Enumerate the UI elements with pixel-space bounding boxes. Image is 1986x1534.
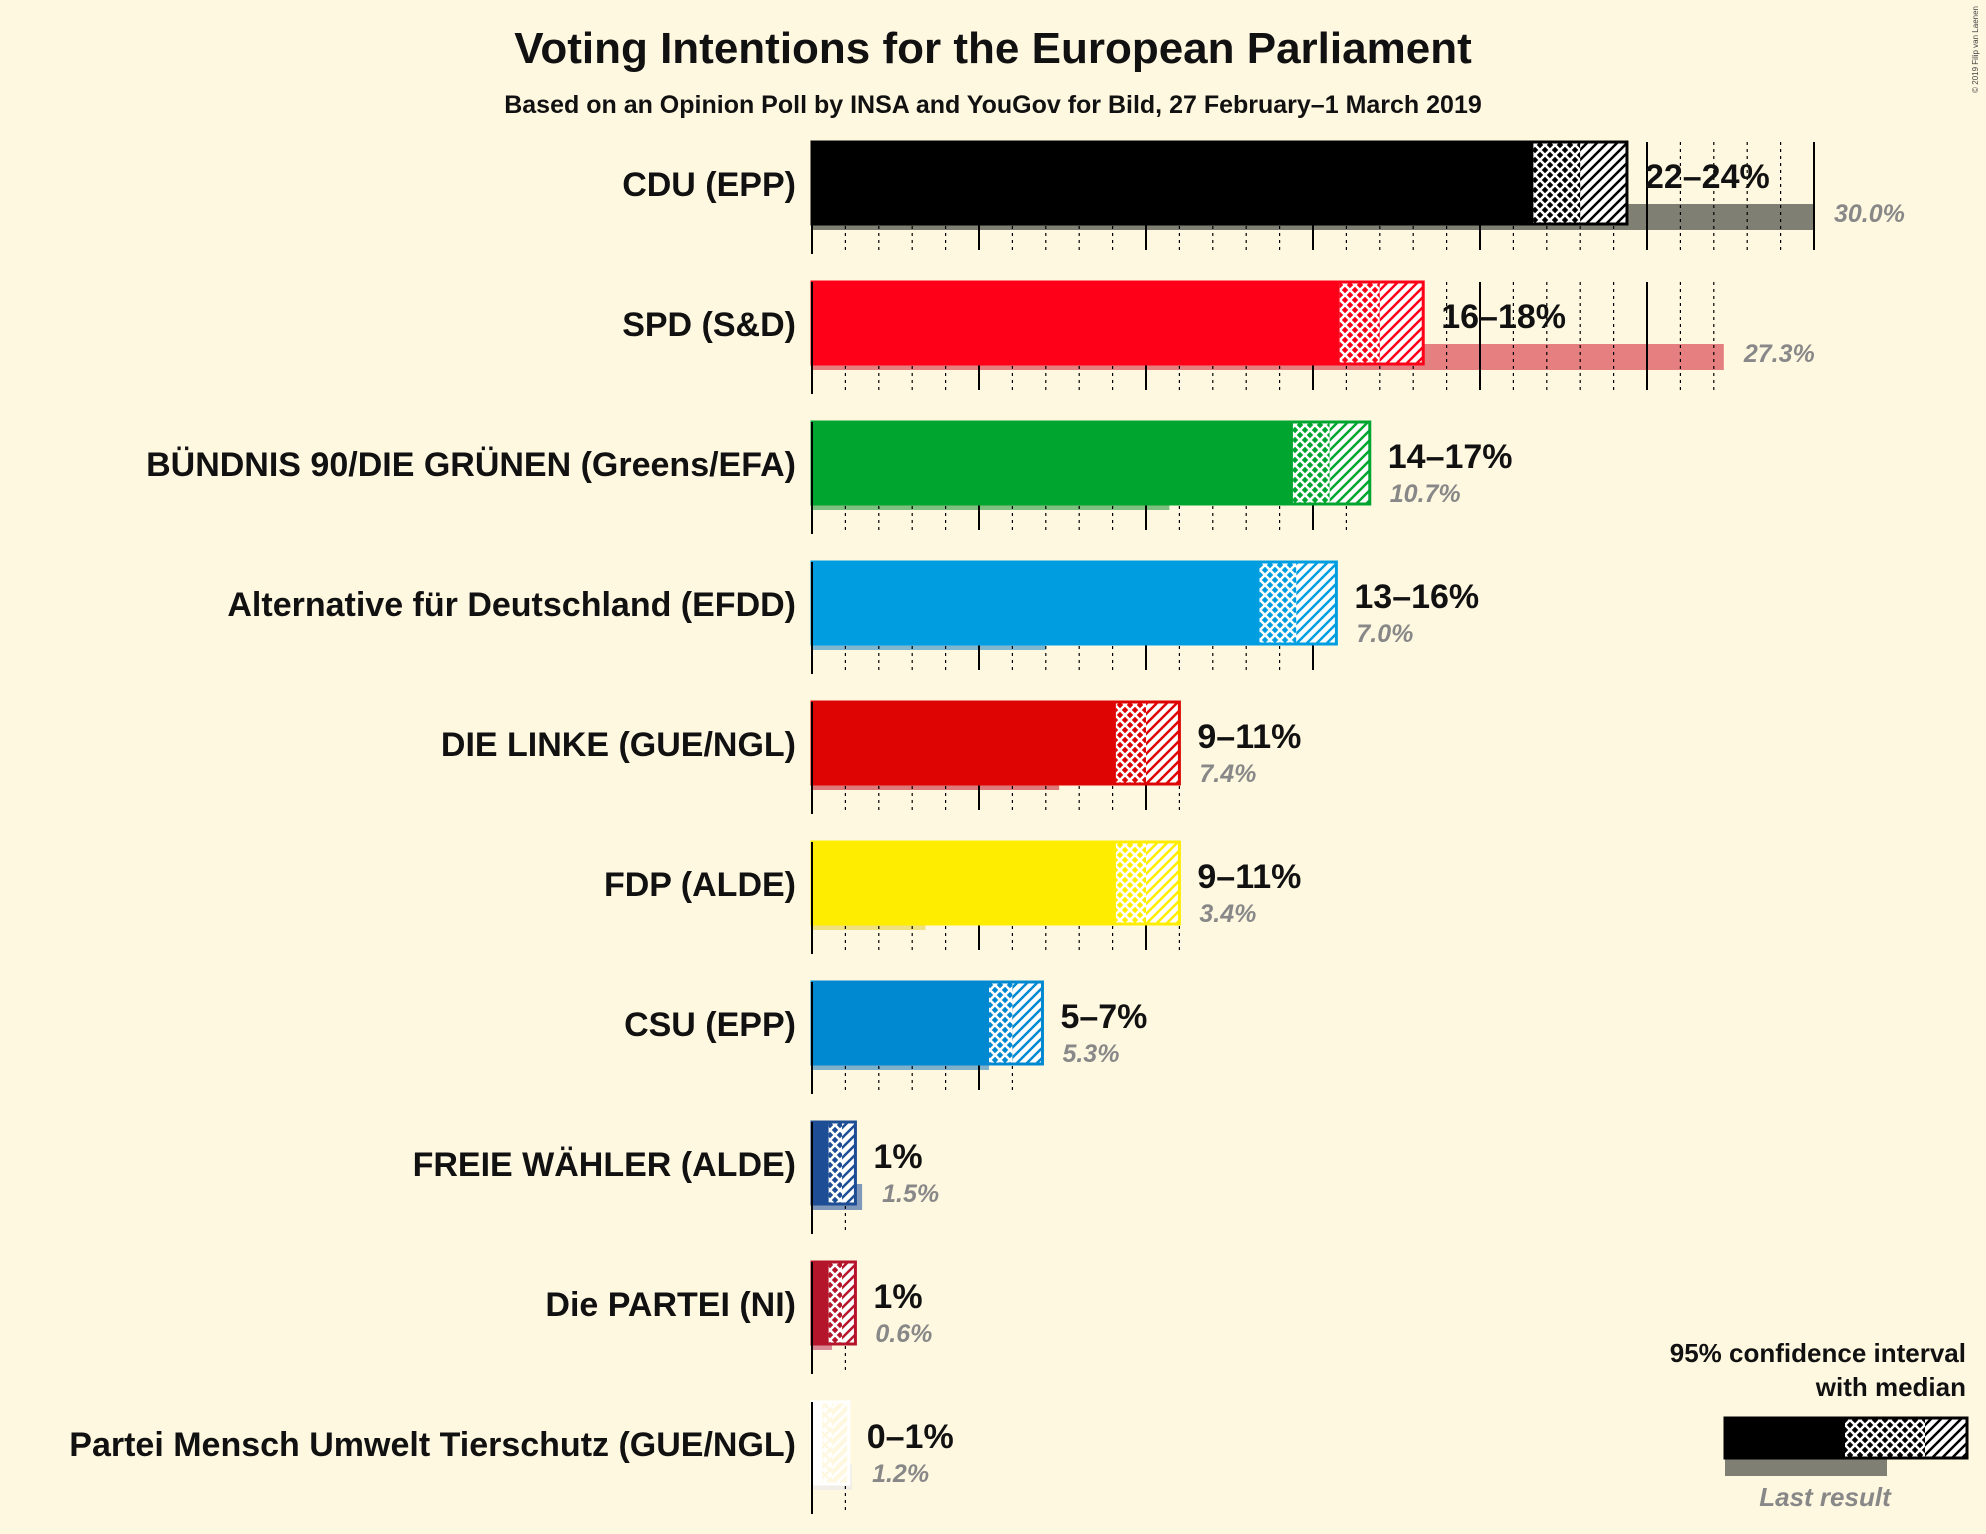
range-label: 1% bbox=[873, 1138, 922, 1176]
ci-solid-bar bbox=[812, 1122, 829, 1204]
last-result-label: 1.5% bbox=[882, 1180, 939, 1208]
ci-solid-bar bbox=[812, 702, 1116, 784]
last-result-label: 1.2% bbox=[872, 1460, 929, 1488]
last-result-label: 5.3% bbox=[1062, 1040, 1119, 1068]
ci-lower-half bbox=[828, 1262, 843, 1344]
copyright-note: © 2019 Filip van Laenen bbox=[1971, 6, 1980, 93]
ci-upper-half bbox=[1146, 702, 1180, 784]
legend-bar-outline bbox=[1723, 1416, 1969, 1460]
range-label: 1% bbox=[873, 1278, 922, 1316]
party-label: FREIE WÄHLER (ALDE) bbox=[413, 1146, 796, 1184]
range-label: 5–7% bbox=[1060, 998, 1147, 1036]
last-result-label: 27.3% bbox=[1743, 340, 1815, 368]
bars-group: CDU (EPP) 22–24% 30.0% SPD (S&D) 16–18% 27.3%… bbox=[69, 140, 1905, 1514]
ci-upper-half bbox=[1146, 842, 1180, 924]
chart-title: Voting Intentions for the European Parli… bbox=[514, 24, 1472, 73]
ci-lower-half bbox=[822, 1402, 833, 1484]
party-label: DIE LINKE (GUE/NGL) bbox=[441, 726, 796, 764]
party-row: Die PARTEI (NI) 1% 0.6% bbox=[545, 1260, 932, 1374]
party-row: FDP (ALDE) 9–11% 3.4% bbox=[604, 840, 1301, 954]
ci-solid-bar bbox=[812, 1402, 823, 1484]
party-row: CDU (EPP) 22–24% 30.0% bbox=[622, 140, 1905, 254]
legend-bar-hatch bbox=[1925, 1418, 1967, 1458]
range-label: 16–18% bbox=[1441, 298, 1566, 336]
party-label: Die PARTEI (NI) bbox=[545, 1286, 796, 1324]
range-label: 0–1% bbox=[867, 1418, 954, 1456]
ci-upper-half bbox=[1296, 562, 1337, 644]
ci-solid-bar bbox=[812, 842, 1116, 924]
range-label: 13–16% bbox=[1354, 578, 1479, 616]
ci-solid-bar bbox=[812, 562, 1260, 644]
ci-solid-bar bbox=[812, 142, 1534, 224]
range-label: 9–11% bbox=[1197, 858, 1301, 896]
last-result-label: 0.6% bbox=[875, 1320, 932, 1348]
ci-solid-bar bbox=[812, 982, 990, 1064]
legend: 95% confidence interval with median Last… bbox=[1670, 1338, 1969, 1512]
range-label: 9–11% bbox=[1197, 718, 1301, 756]
party-label: Partei Mensch Umwelt Tierschutz (GUE/NGL… bbox=[69, 1426, 796, 1464]
ci-upper-half bbox=[1012, 982, 1043, 1064]
legend-line1: 95% confidence interval bbox=[1670, 1338, 1966, 1368]
ci-upper-half bbox=[842, 1262, 856, 1344]
party-label: CSU (EPP) bbox=[624, 1006, 796, 1044]
ci-solid-bar bbox=[812, 422, 1293, 504]
last-result-label: 10.7% bbox=[1390, 480, 1461, 508]
ci-lower-half bbox=[1115, 702, 1146, 784]
ci-lower-half bbox=[1292, 422, 1330, 504]
last-result-label: 30.0% bbox=[1834, 200, 1905, 228]
ci-lower-half bbox=[1339, 282, 1380, 364]
ci-upper-half bbox=[832, 1402, 849, 1484]
party-label: SPD (S&D) bbox=[622, 306, 796, 344]
party-row: SPD (S&D) 16–18% 27.3% bbox=[622, 280, 1815, 394]
last-result-label: 7.4% bbox=[1199, 760, 1256, 788]
party-label: FDP (ALDE) bbox=[604, 866, 796, 904]
legend-bar-crosshatch bbox=[1845, 1418, 1925, 1458]
ci-solid-bar bbox=[812, 1262, 829, 1344]
ci-upper-half bbox=[842, 1122, 856, 1204]
ci-upper-half bbox=[1329, 422, 1370, 504]
party-label: BÜNDNIS 90/DIE GRÜNEN (Greens/EFA) bbox=[146, 446, 796, 484]
last-result-label: 7.0% bbox=[1356, 620, 1413, 648]
party-row: CSU (EPP) 5–7% 5.3% bbox=[624, 980, 1147, 1094]
party-row: BÜNDNIS 90/DIE GRÜNEN (Greens/EFA) 14–17%… bbox=[146, 420, 1513, 534]
ci-lower-half bbox=[989, 982, 1013, 1064]
party-label: Alternative für Deutschland (EFDD) bbox=[227, 586, 796, 624]
party-label: CDU (EPP) bbox=[622, 166, 796, 204]
ci-lower-half bbox=[1259, 562, 1297, 644]
party-row: DIE LINKE (GUE/NGL) 9–11% 7.4% bbox=[441, 700, 1301, 814]
legend-last-result-label: Last result bbox=[1759, 1482, 1892, 1512]
party-row: Partei Mensch Umwelt Tierschutz (GUE/NGL… bbox=[69, 1400, 954, 1514]
range-label: 14–17% bbox=[1388, 438, 1513, 476]
party-row: FREIE WÄHLER (ALDE) 1% 1.5% bbox=[413, 1120, 939, 1234]
last-result-label: 3.4% bbox=[1199, 900, 1256, 928]
ci-lower-half bbox=[828, 1122, 843, 1204]
chart-subtitle: Based on an Opinion Poll by INSA and You… bbox=[504, 91, 1482, 119]
ci-lower-half bbox=[1533, 142, 1581, 224]
ci-lower-half bbox=[1115, 842, 1146, 924]
ci-upper-half bbox=[1580, 142, 1627, 224]
range-label: 22–24% bbox=[1645, 158, 1770, 196]
ci-upper-half bbox=[1379, 282, 1424, 364]
legend-line2: with median bbox=[1815, 1372, 1966, 1402]
legend-bar-solid bbox=[1725, 1418, 1845, 1458]
party-row: Alternative für Deutschland (EFDD) 13–16%… bbox=[227, 560, 1479, 674]
ci-solid-bar bbox=[812, 282, 1340, 364]
